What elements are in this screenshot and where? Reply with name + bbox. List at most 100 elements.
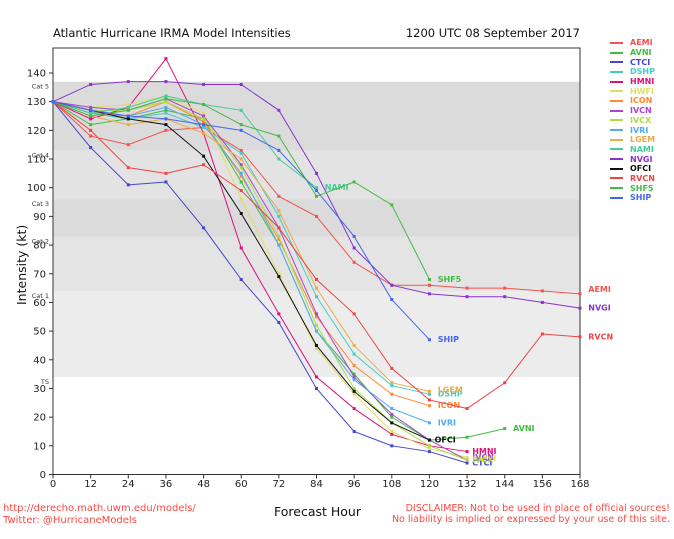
legend-label: DSHP xyxy=(630,67,655,77)
y-tick-label: 20 xyxy=(33,413,46,424)
data-point-ICON xyxy=(202,120,206,124)
data-point-ICON xyxy=(239,174,243,178)
data-point-HMNI xyxy=(239,246,243,250)
x-axis-label: Forecast Hour xyxy=(274,504,361,519)
data-point-CTCI xyxy=(239,277,243,281)
data-point-CTCI xyxy=(427,450,431,454)
y-tick-label: 90 xyxy=(33,212,46,223)
y-tick-label: 40 xyxy=(33,355,46,366)
footer-links: http://derecho.math.uwm.edu/models/ Twit… xyxy=(3,503,196,526)
disclaimer-line-1: DISCLAIMER: Not to be used in place of o… xyxy=(405,503,670,514)
data-point-RVCN xyxy=(503,381,507,385)
data-point-DSHP xyxy=(390,384,394,388)
data-point-DSHP xyxy=(239,151,243,155)
series-end-label-SHIP: SHIP xyxy=(438,335,459,344)
data-point-NAMI xyxy=(239,108,243,112)
legend-item-AVNI: AVNI xyxy=(610,48,672,58)
data-point-OFCI xyxy=(126,117,130,121)
legend-dash-icon xyxy=(610,187,623,190)
data-point-AEMI xyxy=(164,128,168,132)
data-point-NVGI xyxy=(202,82,206,86)
legend-label: IVCX xyxy=(630,115,652,125)
data-point-RVCN xyxy=(89,128,93,132)
data-point-NAMI xyxy=(89,111,93,115)
category-label-ts: TS xyxy=(40,378,49,386)
legend-dash-icon xyxy=(610,90,623,93)
data-point-AEMI xyxy=(352,260,356,264)
x-tick-label: 0 xyxy=(50,479,56,490)
data-point-RVCN xyxy=(315,277,318,281)
data-point-NVGI xyxy=(89,82,93,86)
legend-item-LGEM: LGEM xyxy=(610,135,672,145)
data-point-HMNI xyxy=(277,312,281,316)
data-point-CTCI xyxy=(126,183,130,187)
data-point-DSHP xyxy=(352,352,356,356)
category-label-cat5: Cat 5 xyxy=(32,83,49,91)
data-point-NVGI xyxy=(239,82,243,86)
legend-label: ICON xyxy=(630,96,653,106)
data-point-OFCI xyxy=(202,154,206,158)
data-point-HMNI xyxy=(352,407,356,411)
data-point-SHIP xyxy=(126,114,130,118)
data-point-IVCX xyxy=(164,100,168,104)
legend-label: CTCI xyxy=(630,57,651,67)
data-point-RVCN xyxy=(202,163,206,167)
data-point-DSHP xyxy=(427,392,431,396)
series-end-label-NVGI: NVGI xyxy=(588,304,610,313)
data-point-AEMI xyxy=(540,289,544,293)
data-point-HMNI xyxy=(390,432,394,436)
series-end-label-HWFI: HWFI xyxy=(472,454,496,463)
category-band-ts xyxy=(53,290,580,377)
legend-label: IVCN xyxy=(630,106,652,116)
series-end-label-AEMI: AEMI xyxy=(588,285,611,294)
data-point-SHIP xyxy=(239,128,243,132)
legend-dash-icon xyxy=(610,99,623,102)
data-point-CTCI xyxy=(315,386,318,390)
x-tick-label: 60 xyxy=(235,479,248,490)
legend-dash-icon xyxy=(610,129,623,132)
data-point-AEMI xyxy=(578,292,582,296)
data-point-OFCI xyxy=(352,389,356,393)
legend-dash-icon xyxy=(610,119,623,122)
legend-dash-icon xyxy=(610,61,623,64)
x-tick-label: 48 xyxy=(197,479,210,490)
legend-dash-icon xyxy=(610,138,623,141)
data-point-NVGI xyxy=(540,300,544,304)
legend-item-IVRI: IVRI xyxy=(610,125,672,135)
series-end-label-SHF5: SHF5 xyxy=(438,275,462,284)
x-tick-label: 24 xyxy=(122,479,135,490)
y-tick-label: 140 xyxy=(27,69,46,80)
x-tick-label: 120 xyxy=(420,479,439,490)
data-point-AEMI xyxy=(503,286,507,290)
data-point-SHF5 xyxy=(352,180,356,184)
data-point-ICON xyxy=(277,237,281,241)
data-point-AVNI xyxy=(465,435,469,439)
x-tick-label: 84 xyxy=(310,479,323,490)
data-point-SHIP xyxy=(277,148,281,152)
legend-dash-icon xyxy=(610,167,623,170)
data-point-SHF5 xyxy=(277,134,281,138)
data-point-SHIP xyxy=(315,189,318,193)
legend-label: NAMI xyxy=(630,144,654,154)
data-point-LGEM xyxy=(202,131,206,135)
y-tick-label: 80 xyxy=(33,241,46,252)
twitter-handle: Twitter: @HurricaneModels xyxy=(3,514,137,526)
data-point-HWFI xyxy=(427,447,431,451)
series-end-label-DSHP: DSHP xyxy=(438,390,463,399)
data-point-LGEM xyxy=(277,209,281,213)
data-point-IVCN xyxy=(390,412,394,416)
data-point-LGEM xyxy=(239,157,243,161)
legend-dash-icon xyxy=(610,148,623,151)
legend-item-SHIP: SHIP xyxy=(610,193,672,203)
data-point-HMNI xyxy=(315,375,318,379)
data-point-NVGI xyxy=(465,295,469,299)
source-url: http://derecho.math.uwm.edu/models/ xyxy=(3,503,196,514)
legend-item-NVGI: NVGI xyxy=(610,154,672,164)
data-point-OFCI xyxy=(315,343,318,347)
data-point-LGEM xyxy=(352,343,356,347)
data-point-NVGI xyxy=(352,246,356,250)
data-point-AVNI xyxy=(390,415,394,419)
data-point-CTCI xyxy=(89,146,93,150)
legend-label: HMNI xyxy=(630,77,655,87)
